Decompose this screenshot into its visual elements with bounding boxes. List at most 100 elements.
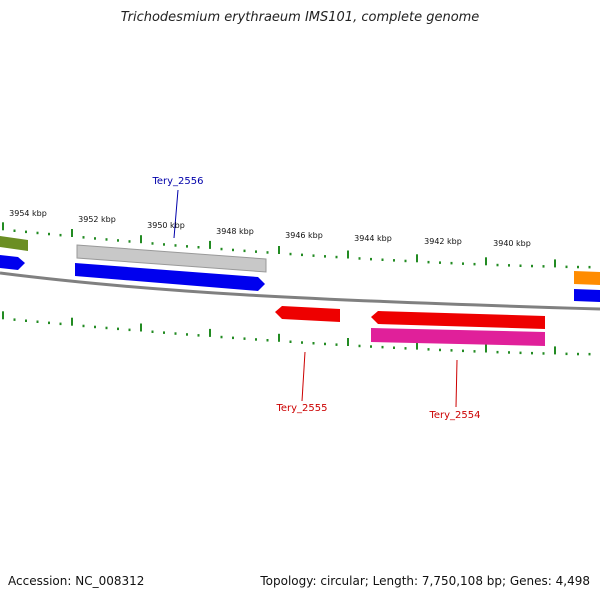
minor-tick [301, 253, 303, 257]
minor-tick [381, 345, 384, 349]
minor-tick [197, 246, 200, 249]
gene-tery-2554-red[interactable] [371, 311, 545, 329]
ruler-label: 3946 kbp [285, 231, 323, 240]
minor-tick [36, 231, 39, 235]
gene-label-tery-2556[interactable]: Tery_2556 [151, 176, 203, 187]
minor-tick [588, 265, 591, 269]
major-tick [2, 311, 4, 320]
minor-tick [25, 230, 27, 234]
genome-title: Trichodesmium erythraeum IMS101, complet… [120, 10, 480, 25]
minor-tick [427, 348, 430, 351]
minor-tick [36, 320, 39, 323]
minor-tick [301, 341, 303, 344]
major-tick [209, 240, 211, 249]
minor-tick [358, 344, 361, 348]
gene-blue-main[interactable] [75, 263, 265, 291]
gene-tery-2555[interactable] [275, 306, 340, 322]
ruler-label: 3940 kbp [493, 239, 531, 248]
minor-tick [128, 240, 131, 243]
minor-tick [462, 262, 464, 265]
minor-tick [232, 336, 234, 340]
minor-tick [565, 265, 568, 269]
major-tick [485, 344, 487, 353]
minor-tick [577, 352, 579, 356]
minor-tick [473, 350, 476, 353]
major-tick [71, 317, 73, 326]
minor-tick [289, 340, 292, 343]
major-tick [140, 323, 142, 332]
minor-tick [220, 335, 223, 339]
minor-tick [496, 350, 499, 354]
minor-tick [370, 257, 372, 261]
gene-orange-right[interactable] [574, 271, 600, 285]
minor-tick [542, 265, 545, 268]
minor-tick [186, 245, 188, 248]
major-tick [140, 235, 142, 244]
minor-tick [519, 264, 522, 267]
minor-tick [393, 259, 395, 262]
minor-tick [243, 337, 246, 340]
major-tick [416, 341, 418, 350]
ruler-label: 3944 kbp [354, 234, 392, 243]
major-tick [278, 333, 280, 342]
minor-tick [163, 331, 165, 334]
inner-tick-ring [2, 311, 591, 356]
minor-tick [174, 244, 177, 247]
gene-olive-left[interactable] [0, 236, 28, 251]
minor-tick [335, 255, 338, 259]
minor-tick [163, 243, 165, 246]
minor-tick [117, 239, 119, 242]
minor-tick [266, 251, 269, 254]
minor-tick [312, 342, 315, 345]
minor-tick [496, 263, 499, 267]
minor-tick [13, 229, 16, 232]
minor-tick [117, 327, 119, 331]
major-tick [71, 229, 73, 237]
minor-tick [94, 325, 96, 329]
major-tick [347, 338, 349, 346]
minor-tick [255, 250, 257, 253]
leader-tery-2555 [301, 351, 306, 402]
minor-tick [393, 346, 395, 349]
gene-label-tery-2554[interactable]: Tery_2554 [428, 410, 480, 421]
minor-tick [565, 352, 568, 356]
minor-tick [13, 318, 16, 321]
minor-tick [128, 328, 131, 332]
minor-tick [25, 319, 27, 322]
minor-tick [439, 261, 441, 264]
minor-tick [404, 259, 407, 263]
minor-tick [439, 348, 441, 352]
genome-backbone [0, 271, 600, 311]
minor-tick [186, 333, 188, 336]
minor-tick [531, 264, 533, 268]
minor-tick [59, 233, 62, 237]
gene-blue-left[interactable] [0, 255, 25, 270]
minor-tick [450, 349, 453, 352]
major-tick [554, 346, 556, 355]
minor-tick [427, 260, 430, 264]
minor-tick [174, 332, 177, 335]
gene-tery-2554-magenta[interactable] [371, 328, 545, 346]
minor-tick [105, 326, 108, 330]
minor-tick [94, 237, 96, 240]
minor-tick [381, 258, 384, 261]
gene-blue-right[interactable] [574, 289, 600, 302]
minor-tick [266, 339, 269, 342]
minor-tick [473, 262, 476, 266]
minor-tick [59, 322, 62, 326]
major-tick [2, 222, 4, 231]
minor-tick [197, 334, 200, 337]
ruler-label: 3954 kbp [9, 209, 47, 218]
ruler-label: 3950 kbp [147, 221, 185, 230]
minor-tick [508, 351, 510, 354]
gene-label-tery-2555[interactable]: Tery_2555 [275, 403, 327, 414]
minor-tick [48, 321, 50, 325]
minor-tick [151, 330, 154, 333]
minor-tick [151, 242, 154, 245]
gene-gray[interactable] [76, 244, 267, 273]
minor-tick [519, 351, 522, 355]
minor-tick [404, 347, 407, 350]
minor-tick [358, 257, 361, 260]
major-tick [485, 257, 487, 266]
